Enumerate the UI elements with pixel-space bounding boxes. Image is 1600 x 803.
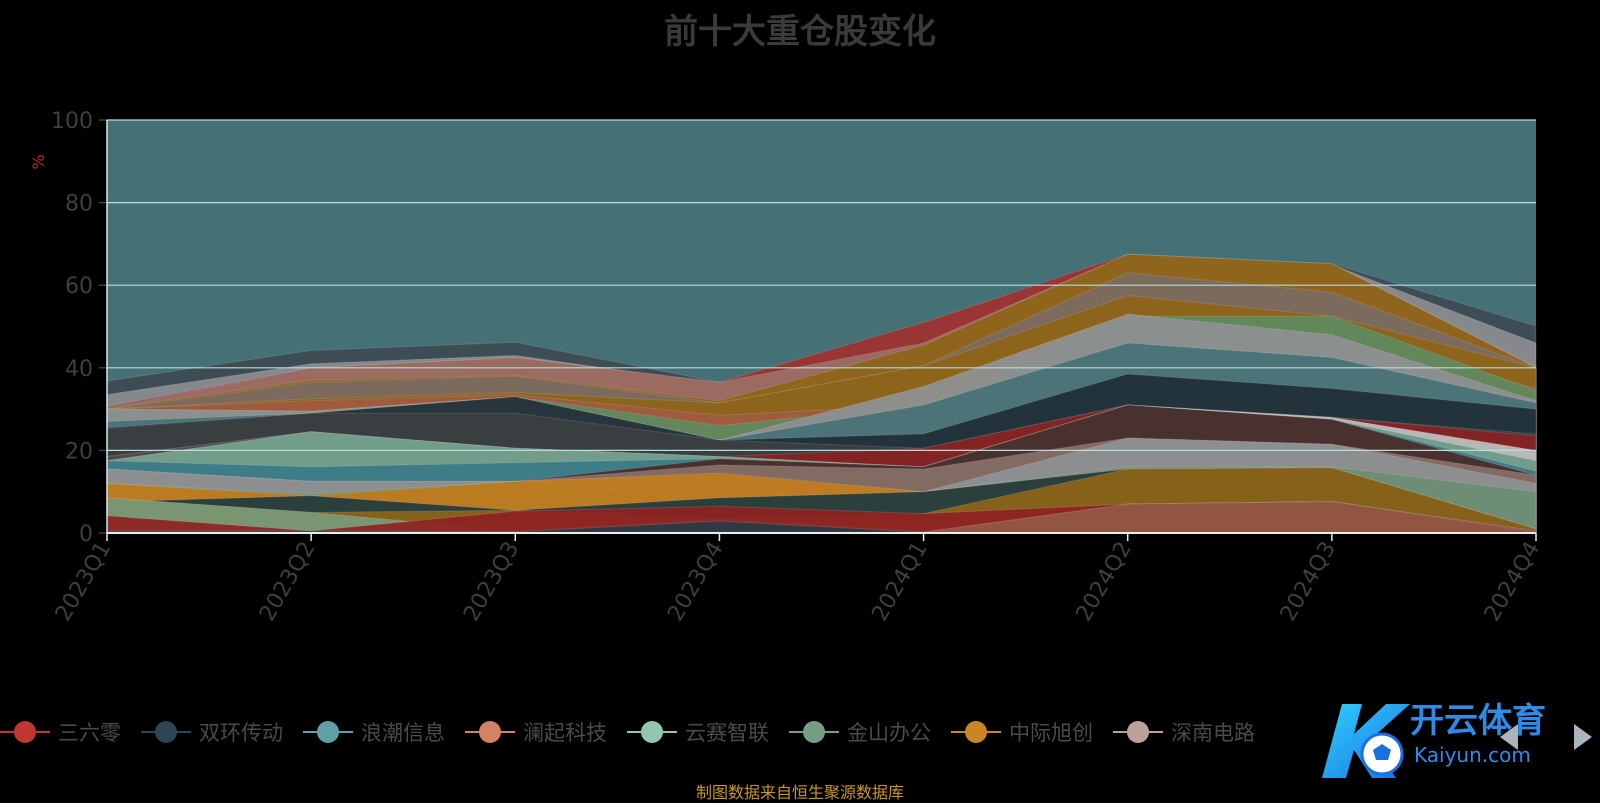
legend-pager [1500, 724, 1592, 750]
y-tick-label: 20 [65, 439, 93, 464]
legend-item-1[interactable]: 双环传动 [141, 717, 283, 747]
legend-item-5[interactable]: 金山办公 [789, 717, 931, 747]
legend-label: 双环传动 [199, 721, 283, 745]
legend-marker [141, 720, 191, 744]
legend-marker [1113, 720, 1163, 744]
legend-label: 金山办公 [847, 721, 931, 745]
plot-area [106, 120, 1537, 534]
y-tick-label: 80 [65, 192, 93, 217]
x-tick-label: 2023Q4 [663, 538, 728, 626]
legend-item-0[interactable]: 三六零 [0, 717, 121, 747]
x-tick-label: 2024Q2 [1072, 538, 1137, 626]
legend-next-icon[interactable] [1574, 724, 1592, 750]
x-tick-label: 2023Q2 [255, 538, 320, 626]
legend-prev-icon[interactable] [1500, 724, 1518, 750]
legend-marker [789, 720, 839, 744]
x-tick-label: 2024Q1 [867, 538, 932, 626]
watermark-subtext: Kaiyun.com [1414, 743, 1531, 767]
y-tick-label: 60 [65, 274, 93, 299]
legend-marker [303, 720, 353, 744]
legend-item-6[interactable]: 中际旭创 [951, 717, 1093, 747]
x-tick-label: 2023Q3 [459, 538, 524, 626]
y-tick-label: 0 [79, 522, 93, 547]
y-tick-label: 100 [51, 109, 93, 134]
legend-marker [627, 720, 677, 744]
legend-label: 三六零 [58, 721, 121, 745]
legend-item-4[interactable]: 云赛智联 [627, 717, 769, 747]
legend-label: 深南电路 [1171, 721, 1255, 745]
source-note: 制图数据来自恒生聚源数据库 [695, 783, 904, 802]
watermark: 开云体育 Kaiyun.com [1310, 698, 1600, 788]
y-axis-unit: % [29, 154, 48, 169]
legend-item-2[interactable]: 浪潮信息 [303, 717, 445, 747]
legend-marker [465, 720, 515, 744]
watermark-text: 开云体育 [1410, 701, 1546, 741]
watermark-logo: 开云体育 Kaiyun.com [1322, 701, 1546, 778]
x-tick-label: 2024Q3 [1276, 538, 1341, 626]
x-tick-label: 2024Q4 [1480, 538, 1545, 626]
x-tick-label: 2023Q1 [51, 538, 116, 626]
legend-item-7[interactable]: 深南电路 [1113, 717, 1255, 747]
legend-marker [951, 720, 1001, 744]
legend-label: 云赛智联 [685, 721, 769, 745]
legend-label: 中际旭创 [1009, 721, 1093, 745]
legend-item-3[interactable]: 澜起科技 [465, 717, 607, 747]
y-tick-label: 40 [65, 357, 93, 382]
chart-title: 前十大重仓股变化 [664, 12, 936, 52]
legend-label: 澜起科技 [523, 721, 607, 745]
legend-marker [0, 720, 50, 744]
legend: 三六零 双环传动 浪潮信息 澜起科技 云赛智联 金山办公 中际旭创 深南电路 [0, 712, 1600, 752]
legend-label: 浪潮信息 [361, 721, 445, 745]
